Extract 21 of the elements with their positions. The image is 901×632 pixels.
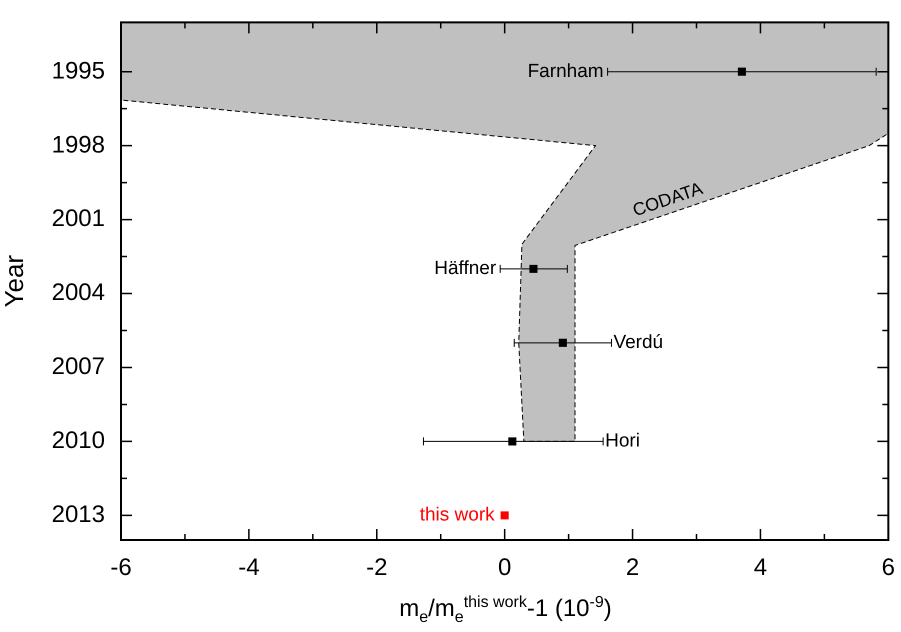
annotation: Farnham bbox=[528, 60, 604, 82]
x-tick-label: 4 bbox=[754, 554, 768, 582]
y-tick-label: 2007 bbox=[52, 353, 105, 380]
y-tick-label: 2001 bbox=[52, 205, 105, 232]
y-tick-label: 1998 bbox=[52, 131, 105, 158]
x-tick-label: -4 bbox=[238, 554, 260, 582]
y-tick-label: 2004 bbox=[52, 279, 105, 306]
annotation: Verdú bbox=[613, 332, 664, 354]
x-axis-title: m$_{e}$/m$_{e}$$^{this work}$-1 (10$^{-9}$) bbox=[398, 593, 613, 628]
x-tick-label: -2 bbox=[366, 554, 388, 582]
series-label: this work bbox=[420, 504, 496, 526]
x-tick-label: -6 bbox=[110, 554, 132, 582]
annotation: Hori bbox=[605, 430, 640, 452]
x-tick-label: 0 bbox=[498, 554, 512, 582]
x-tick-label: 6 bbox=[882, 554, 896, 582]
y-axis-title: Year bbox=[0, 254, 29, 308]
y-tick-label: 1995 bbox=[52, 57, 105, 84]
x-tick-label: 2 bbox=[626, 554, 640, 582]
y-tick-label: 2013 bbox=[52, 500, 105, 528]
annotation: Häffner bbox=[434, 258, 497, 280]
y-tick-label: 2010 bbox=[52, 427, 105, 454]
